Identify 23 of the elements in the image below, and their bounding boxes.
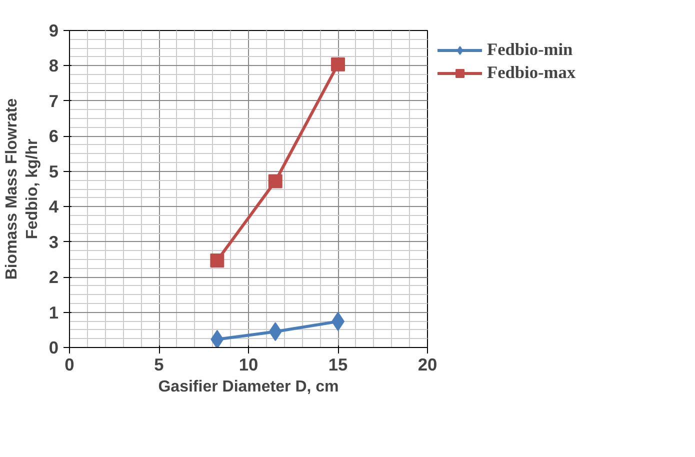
x-tick-label: 5 (154, 354, 164, 374)
y-tick-label: 4 (48, 196, 59, 217)
x-tick-label: 10 (238, 354, 258, 374)
y-tick-label: 7 (48, 90, 59, 111)
y-tick-label: 0 (48, 338, 59, 358)
point (210, 254, 224, 268)
y-axis-title: Biomass Mass Flowrate Fedbio, kg/hr (3, 98, 41, 280)
x-axis-title: Gasifier Diameter D, cm (158, 378, 339, 396)
legend-label: Fedbio-min (487, 40, 573, 60)
y-tick-label: 5 (48, 161, 59, 182)
legend-label: Fedbio-max (487, 63, 576, 83)
y-tick-label: 9 (48, 20, 59, 40)
y-tick-label: 1 (48, 302, 59, 322)
y-tick-label: 3 (48, 232, 59, 252)
point (331, 57, 345, 72)
point (268, 174, 282, 188)
x-tick-label: 0 (64, 354, 74, 374)
x-tick-label: 15 (328, 354, 348, 374)
y-tick-label: 6 (48, 126, 59, 146)
y-tick-label: 2 (48, 267, 59, 288)
x-tick-label: 20 (418, 354, 438, 374)
point (210, 330, 224, 348)
y-tick-label: 8 (48, 56, 59, 76)
